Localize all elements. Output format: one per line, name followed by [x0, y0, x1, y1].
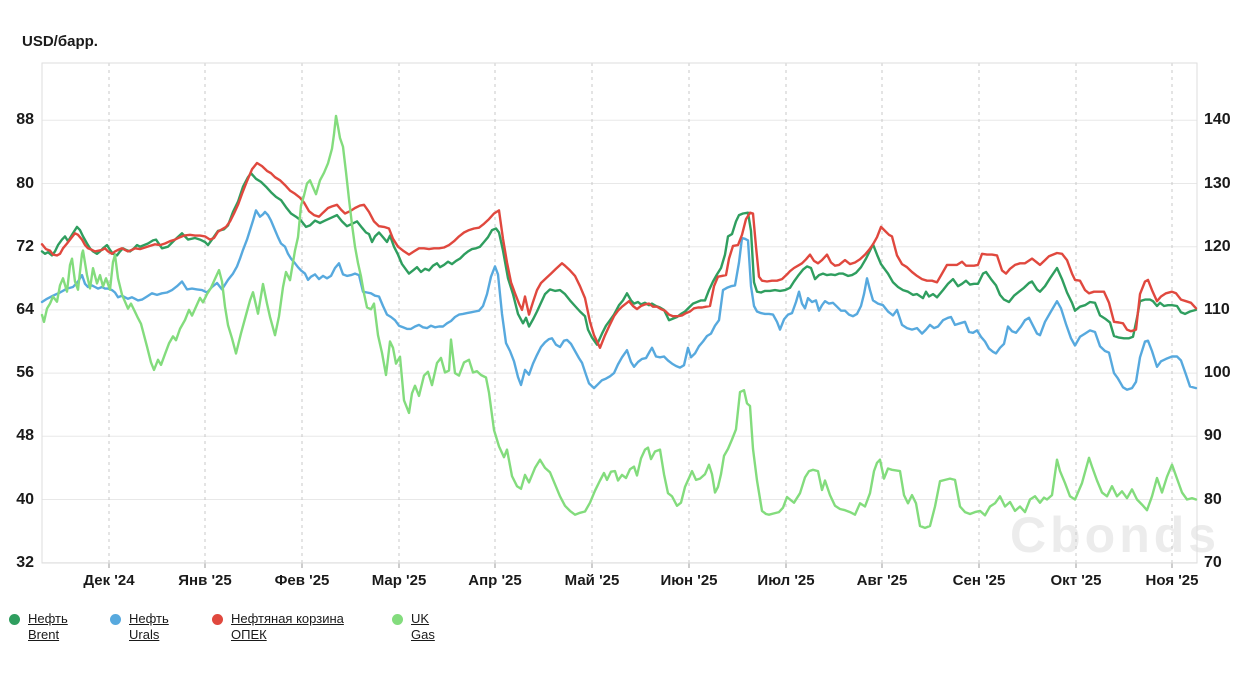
legend-item-urals[interactable]: Нефть Urals [110, 611, 169, 643]
y-left-tick-label: 88 [16, 111, 34, 129]
x-tick-label: Июл '25 [757, 572, 815, 589]
plot-border [41, 62, 1198, 564]
x-tick-label: Окт '25 [1050, 572, 1102, 589]
legend-label-brent[interactable]: Нефть Brent [28, 611, 68, 642]
series-line-ukgas [40, 114, 1198, 530]
x-tick-label: Фев '25 [274, 572, 330, 589]
y-left-tick-label: 64 [16, 300, 34, 318]
x-tick-label: Мар '25 [371, 572, 427, 589]
y-left-tick-label: 80 [16, 174, 34, 192]
legend-dot-ukgas [392, 614, 403, 625]
y-right-tick-label: 70 [1204, 553, 1222, 571]
legend-item-brent[interactable]: Нефть Brent [9, 611, 68, 643]
x-tick-label: Авг '25 [856, 572, 908, 589]
legend-dot-brent [9, 614, 20, 625]
y-left-tick-label: 72 [16, 237, 34, 255]
x-tick-label: Ноя '25 [1145, 572, 1199, 589]
y-right-tick-label: 120 [1204, 237, 1231, 255]
y-right-tick-label: 130 [1204, 174, 1231, 192]
x-tick-label: Май '25 [564, 572, 620, 589]
y-left-tick-label: 56 [16, 364, 34, 382]
y-right-tick-label: 100 [1204, 364, 1231, 382]
y-left-tick-label: 32 [16, 553, 34, 571]
legend-label-opec[interactable]: Нефтяная корзина ОПЕК [231, 611, 344, 642]
y-axis-unit-label: USD/барр. [22, 33, 98, 50]
y-right-tick-label: 140 [1204, 111, 1231, 129]
legend-item-opec[interactable]: Нефтяная корзина ОПЕК [212, 611, 344, 643]
y-left-tick-label: 40 [16, 490, 34, 508]
x-tick-label: Сен '25 [952, 572, 1006, 589]
legend-label-ukgas[interactable]: UK Gas [411, 611, 435, 642]
legend-dot-opec [212, 614, 223, 625]
series-line-opec [40, 161, 1198, 349]
y-left-tick-label: 48 [16, 427, 34, 445]
y-right-tick-label: 90 [1204, 427, 1222, 445]
legend-item-ukgas[interactable]: UK Gas [392, 611, 435, 643]
x-tick-label: Янв '25 [178, 572, 232, 589]
x-tick-label: Дек '24 [83, 572, 135, 589]
y-right-tick-label: 110 [1204, 300, 1230, 318]
legend-label-urals[interactable]: Нефть Urals [129, 611, 169, 642]
x-tick-label: Июн '25 [660, 572, 718, 589]
cbonds-watermark: Cbonds [1010, 507, 1221, 563]
y-right-tick-label: 80 [1204, 490, 1222, 508]
chart-legend: Нефть Brent Нефть Urals Нефтяная корзина ОПЕК… [0, 611, 1246, 661]
series-line-urals [40, 209, 1198, 391]
x-tick-label: Апр '25 [468, 572, 522, 589]
series-line-brent [40, 171, 1198, 346]
legend-dot-urals [110, 614, 121, 625]
